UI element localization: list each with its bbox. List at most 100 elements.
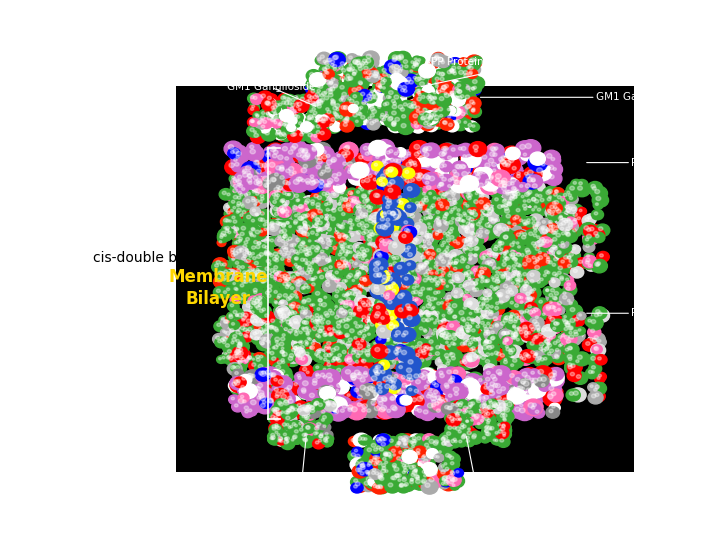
Circle shape — [505, 346, 508, 348]
Circle shape — [246, 269, 258, 280]
Circle shape — [420, 242, 432, 253]
Circle shape — [423, 111, 438, 125]
Circle shape — [219, 241, 222, 243]
Circle shape — [485, 340, 487, 343]
Circle shape — [308, 338, 311, 341]
Circle shape — [336, 251, 347, 261]
Circle shape — [420, 327, 431, 336]
Circle shape — [454, 411, 457, 414]
Circle shape — [337, 338, 351, 349]
Circle shape — [476, 394, 481, 399]
Circle shape — [318, 147, 334, 161]
Circle shape — [415, 315, 419, 319]
Circle shape — [275, 247, 289, 260]
Circle shape — [485, 340, 488, 343]
Circle shape — [228, 379, 243, 392]
Circle shape — [376, 235, 391, 248]
Circle shape — [510, 197, 513, 200]
Circle shape — [466, 227, 469, 229]
Circle shape — [404, 100, 420, 114]
Circle shape — [376, 474, 387, 483]
Circle shape — [449, 211, 453, 213]
Circle shape — [257, 113, 272, 126]
Circle shape — [540, 237, 552, 247]
Circle shape — [262, 318, 276, 330]
Circle shape — [513, 206, 526, 217]
Circle shape — [224, 141, 243, 157]
Circle shape — [301, 151, 318, 165]
Circle shape — [233, 148, 238, 153]
Circle shape — [403, 237, 418, 249]
Circle shape — [364, 312, 378, 323]
Circle shape — [287, 143, 304, 157]
Circle shape — [462, 83, 477, 96]
Circle shape — [469, 347, 483, 359]
Circle shape — [462, 323, 474, 334]
Circle shape — [459, 218, 468, 226]
Circle shape — [512, 166, 516, 170]
Circle shape — [378, 229, 382, 232]
Circle shape — [269, 191, 282, 201]
Circle shape — [241, 332, 253, 342]
Circle shape — [380, 215, 383, 218]
Circle shape — [381, 343, 385, 347]
Circle shape — [413, 296, 423, 305]
Circle shape — [482, 380, 493, 390]
Circle shape — [302, 381, 308, 386]
Circle shape — [366, 54, 372, 58]
Circle shape — [419, 200, 430, 210]
Circle shape — [437, 302, 441, 305]
Circle shape — [373, 262, 376, 265]
Circle shape — [405, 445, 420, 458]
Circle shape — [432, 52, 444, 63]
Circle shape — [320, 357, 323, 359]
Circle shape — [426, 257, 435, 265]
Circle shape — [343, 355, 359, 369]
Circle shape — [424, 249, 436, 259]
Circle shape — [320, 275, 324, 279]
Circle shape — [234, 310, 249, 323]
Circle shape — [535, 328, 544, 335]
Circle shape — [434, 298, 437, 300]
Circle shape — [335, 152, 346, 161]
Circle shape — [555, 307, 565, 314]
Circle shape — [467, 325, 472, 328]
Circle shape — [289, 225, 292, 227]
Circle shape — [316, 131, 320, 134]
Circle shape — [219, 188, 233, 200]
Circle shape — [277, 334, 292, 347]
Circle shape — [519, 324, 535, 338]
Circle shape — [251, 120, 254, 123]
Circle shape — [232, 285, 242, 294]
Circle shape — [335, 295, 338, 298]
Circle shape — [579, 260, 582, 264]
Circle shape — [362, 250, 366, 253]
Circle shape — [408, 239, 418, 247]
Circle shape — [390, 278, 393, 281]
Circle shape — [269, 98, 283, 110]
Circle shape — [436, 199, 449, 211]
Circle shape — [434, 167, 452, 183]
Circle shape — [533, 408, 544, 418]
Circle shape — [527, 178, 532, 182]
Circle shape — [554, 205, 557, 208]
Circle shape — [231, 176, 240, 184]
Circle shape — [402, 370, 420, 386]
Circle shape — [469, 237, 472, 239]
Circle shape — [305, 130, 320, 143]
Circle shape — [506, 268, 510, 271]
Circle shape — [312, 327, 317, 330]
Circle shape — [348, 191, 352, 195]
Circle shape — [397, 105, 411, 117]
Circle shape — [293, 319, 297, 322]
Circle shape — [307, 337, 310, 339]
Circle shape — [225, 353, 238, 363]
Circle shape — [266, 143, 285, 159]
Circle shape — [446, 369, 458, 380]
Circle shape — [336, 185, 348, 195]
Circle shape — [446, 260, 457, 269]
Circle shape — [464, 214, 467, 217]
Circle shape — [392, 214, 395, 217]
Circle shape — [534, 375, 549, 387]
Circle shape — [573, 269, 577, 273]
